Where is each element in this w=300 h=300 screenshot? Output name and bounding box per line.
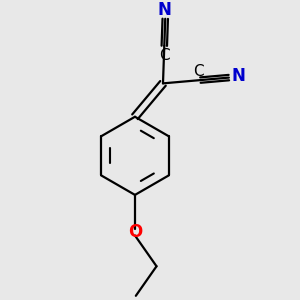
- Text: C: C: [159, 48, 169, 63]
- Text: N: N: [158, 1, 171, 19]
- Text: N: N: [232, 67, 246, 85]
- Text: O: O: [128, 223, 142, 241]
- Text: C: C: [194, 64, 204, 79]
